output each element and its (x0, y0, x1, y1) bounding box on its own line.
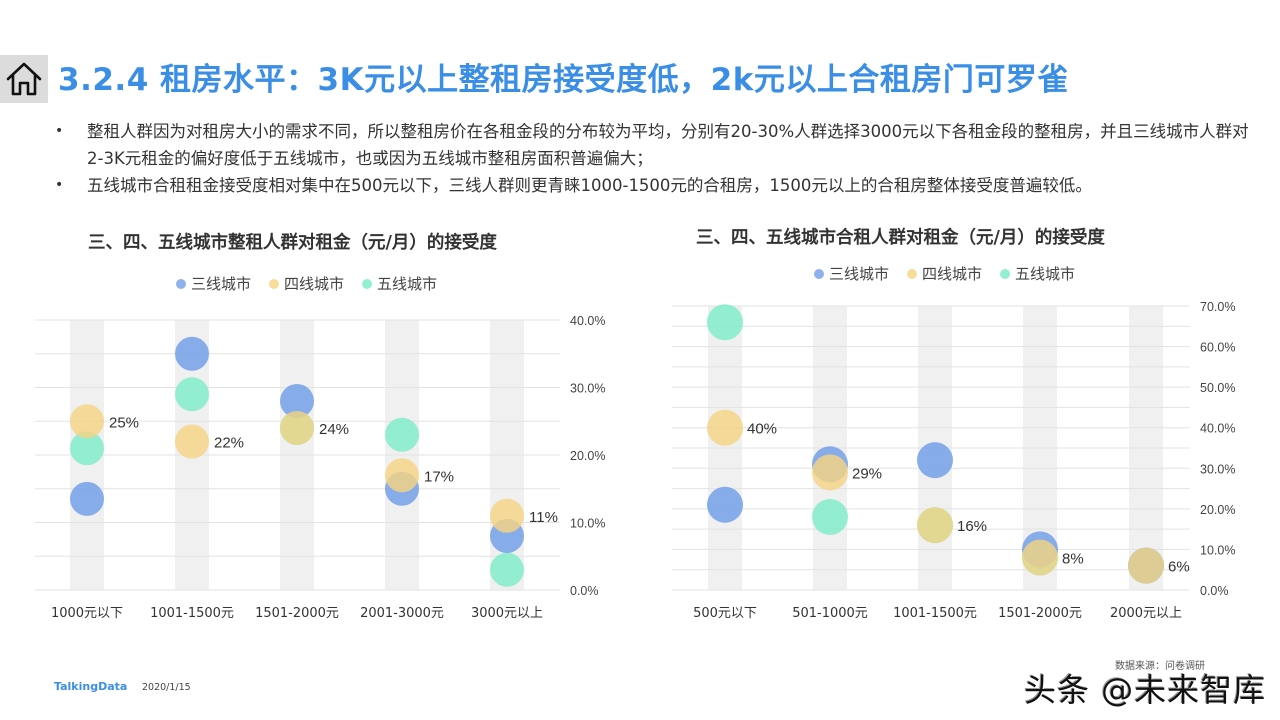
bullet-item: • 整租人群因为对租房大小的需求不同，所以整租房价在各租金段的分布较为平均，分别… (55, 118, 1255, 172)
chart-title-right: 三、四、五线城市合租人群对租金（元/月）的接受度 (696, 228, 1105, 248)
legend-item-tier3[interactable]: 三线城市 (176, 273, 251, 294)
bullet-text: 整租人群因为对租房大小的需求不同，所以整租房价在各租金段的分布较为平均，分别有2… (87, 122, 1249, 168)
legend-item-tier4[interactable]: 四线城市 (269, 273, 344, 294)
legend-dot-icon (907, 268, 918, 279)
legend-label: 三线城市 (829, 265, 890, 283)
svg-text:40.0%: 40.0% (570, 314, 605, 328)
legend-dot-icon (362, 278, 373, 289)
svg-text:10.0%: 10.0% (1200, 543, 1235, 557)
legend-dot-icon (269, 278, 280, 289)
svg-text:17%: 17% (424, 468, 454, 485)
svg-text:1501-2000元: 1501-2000元 (255, 606, 339, 621)
svg-text:40%: 40% (747, 421, 777, 438)
svg-text:22%: 22% (214, 435, 244, 452)
legend-dot-icon (814, 268, 824, 279)
chart-left-plot: 0.0% 10.0% 20.0% 30.0% 40.0% 1000元以下 1001-1500… (35, 314, 605, 621)
legend-dot-icon (176, 278, 186, 289)
svg-text:20.0%: 20.0% (570, 449, 605, 463)
svg-text:500元以下: 500元以下 (693, 606, 757, 621)
svg-text:70.0%: 70.0% (1200, 300, 1235, 314)
svg-text:0.0%: 0.0% (1200, 584, 1229, 598)
svg-text:30.0%: 30.0% (1200, 462, 1235, 476)
svg-text:30.0%: 30.0% (570, 382, 605, 396)
home-icon (6, 62, 42, 96)
svg-text:1001-1500元: 1001-1500元 (893, 606, 977, 621)
svg-text:0.0%: 0.0% (570, 584, 599, 598)
svg-text:8%: 8% (1062, 551, 1084, 568)
legend-right: 三线城市 四线城市 五线城市 (814, 263, 1075, 284)
svg-text:501-1000元: 501-1000元 (792, 606, 868, 621)
svg-text:16%: 16% (957, 518, 987, 535)
svg-text:3000元以上: 3000元以上 (471, 606, 543, 621)
svg-text:1000元以下: 1000元以下 (51, 606, 123, 621)
home-button[interactable] (0, 55, 48, 103)
legend-dot-icon (1000, 268, 1011, 279)
chart-title-left: 三、四、五线城市整租人群对租金（元/月）的接受度 (88, 233, 497, 253)
chart-right-plot: 0.0% 10.0% 20.0% 30.0% 40.0% 50.0% 60.0% 70.0% 5… (672, 300, 1235, 621)
legend-label: 四线城市 (922, 265, 983, 283)
footer-logo: TalkingData (54, 680, 128, 693)
page-title: 3.2.4 租房水平：3K元以上整租房接受度低，2k元以上合租房门可罗雀 (58, 62, 1069, 98)
svg-text:1001-1500元: 1001-1500元 (150, 606, 234, 621)
svg-text:20.0%: 20.0% (1200, 503, 1235, 517)
watermark: 头条 @未来智库 (1024, 671, 1267, 709)
legend-label: 三线城市 (191, 275, 252, 293)
svg-text:29%: 29% (852, 465, 882, 482)
svg-text:10.0%: 10.0% (570, 517, 605, 531)
svg-text:50.0%: 50.0% (1200, 381, 1235, 395)
legend-label: 四线城市 (284, 275, 345, 293)
svg-text:2000元以上: 2000元以上 (1110, 606, 1182, 621)
bullet-item: • 五线城市合租租金接受度相对集中在500元以下，三线人群则更青睐1000-15… (55, 172, 1255, 199)
bullet-list: • 整租人群因为对租房大小的需求不同，所以整租房价在各租金段的分布较为平均，分别… (55, 118, 1255, 199)
legend-label: 五线城市 (1015, 265, 1076, 283)
bullet-text: 五线城市合租租金接受度相对集中在500元以下，三线人群则更青睐1000-1500… (87, 176, 1092, 195)
legend-item-tier3[interactable]: 三线城市 (814, 263, 889, 284)
svg-text:2001-3000元: 2001-3000元 (360, 606, 444, 621)
legend-label: 五线城市 (377, 275, 438, 293)
legend-item-tier5[interactable]: 五线城市 (1000, 263, 1075, 284)
footer-date: 2020/1/15 (142, 682, 191, 693)
svg-text:60.0%: 60.0% (1200, 341, 1235, 355)
bullet-dot: • (55, 123, 64, 139)
svg-text:1501-2000元: 1501-2000元 (998, 606, 1082, 621)
svg-text:11%: 11% (529, 509, 558, 526)
svg-text:6%: 6% (1168, 559, 1190, 576)
legend-left: 三线城市 四线城市 五线城市 (176, 273, 437, 294)
svg-text:24%: 24% (319, 421, 349, 438)
svg-text:25%: 25% (109, 414, 139, 431)
bullet-dot: • (55, 177, 64, 193)
legend-item-tier4[interactable]: 四线城市 (907, 263, 982, 284)
legend-item-tier5[interactable]: 五线城市 (362, 273, 437, 294)
data-source: 数据来源：问卷调研 (1115, 661, 1205, 672)
svg-text:40.0%: 40.0% (1200, 422, 1235, 436)
